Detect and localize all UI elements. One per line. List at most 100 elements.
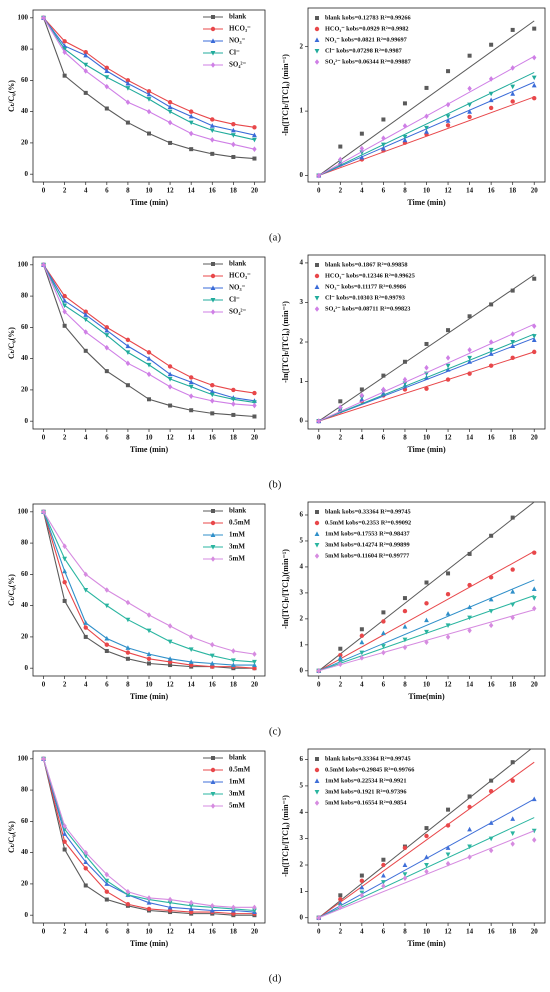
- marker: [209, 123, 215, 128]
- marker: [210, 151, 215, 156]
- marker: [62, 323, 67, 328]
- x-tick-label: 14: [188, 187, 196, 195]
- marker: [209, 660, 215, 666]
- legend-label: 1mM kobs=0.17553 R²=0.98437: [325, 530, 410, 537]
- marker: [146, 91, 152, 97]
- x-tick-label: 10: [423, 434, 431, 442]
- y-tick-label: 60: [21, 570, 29, 578]
- marker: [488, 596, 494, 602]
- marker: [83, 620, 89, 625]
- marker: [83, 625, 88, 630]
- marker: [62, 831, 68, 836]
- marker: [314, 800, 320, 806]
- marker: [337, 655, 343, 660]
- marker: [209, 128, 215, 133]
- marker: [445, 118, 451, 123]
- marker: [252, 659, 257, 665]
- marker: [210, 779, 216, 784]
- y-tick-label: 6: [300, 511, 304, 519]
- marker: [146, 108, 152, 115]
- marker: [230, 133, 236, 138]
- marker: [252, 904, 257, 911]
- marker: [314, 531, 320, 536]
- marker: [532, 96, 537, 101]
- marker: [510, 84, 516, 90]
- x-tick-label: 14: [466, 187, 474, 195]
- marker: [510, 288, 515, 293]
- series-line: [43, 264, 255, 402]
- x-axis-label: Time (min): [407, 939, 446, 948]
- fit-line: [318, 761, 535, 919]
- marker: [62, 556, 68, 562]
- y-axis-label: Cₜ/C₀(%): [7, 80, 16, 112]
- y-tick-label: 60: [21, 323, 29, 331]
- marker: [188, 120, 194, 126]
- marker: [210, 383, 215, 388]
- legend-label: 3mM kobs=0.1921 R²=0.97396: [325, 788, 406, 795]
- marker: [445, 634, 451, 640]
- marker: [445, 355, 451, 361]
- legend-label: 0.5mM kobs=0.2353 R²=0.99092: [325, 519, 411, 526]
- y-tick-label: 80: [21, 45, 29, 53]
- marker: [41, 756, 46, 762]
- y-tick-label: 0: [25, 417, 29, 425]
- marker: [125, 902, 131, 907]
- marker: [210, 38, 216, 43]
- marker: [62, 303, 68, 309]
- marker: [188, 903, 194, 909]
- y-axis-label: -ln([TC]ₜ/[TC]₀) (min⁻¹): [281, 301, 290, 383]
- marker: [359, 655, 365, 661]
- y-tick-label: 0: [25, 664, 29, 672]
- marker: [104, 642, 110, 647]
- marker: [252, 132, 257, 138]
- y-tick-label: 1: [300, 640, 304, 648]
- legend-label: 1mM kobs=0.22534 R²=0.9921: [325, 777, 406, 784]
- y-tick-label: 6: [300, 755, 304, 763]
- x-tick-label: 14: [466, 681, 474, 689]
- fit-line: [318, 550, 535, 672]
- y-tick-label: 20: [21, 139, 29, 147]
- y-tick-label: 5: [300, 537, 304, 545]
- marker: [488, 97, 494, 103]
- marker: [359, 873, 364, 878]
- marker: [83, 309, 88, 314]
- marker: [167, 364, 173, 369]
- marker: [510, 355, 515, 361]
- y-tick-label: 80: [21, 292, 29, 300]
- x-tick-label: 0: [42, 928, 46, 936]
- marker: [210, 556, 216, 562]
- marker: [83, 90, 88, 95]
- fit-line: [318, 749, 532, 919]
- x-tick-label: 20: [531, 681, 539, 689]
- marker: [83, 52, 89, 58]
- marker: [62, 39, 67, 44]
- marker: [252, 390, 257, 396]
- series-line: [43, 264, 255, 403]
- marker: [510, 831, 516, 836]
- x-tick-label: 8: [126, 187, 130, 195]
- x-tick-label: 2: [63, 681, 67, 689]
- y-tick-label: 3: [300, 298, 304, 306]
- chart: 0 2 4 6 8 10 12 14 16 18 20 0 20 40 60 80 100 Time (min) C…: [7, 750, 266, 948]
- y-tick-label: 20: [21, 386, 29, 394]
- marker: [210, 903, 215, 909]
- y-tick-label: 40: [21, 601, 29, 609]
- marker: [83, 329, 88, 335]
- marker: [338, 156, 343, 163]
- marker: [338, 897, 343, 902]
- legend-label: 3mM: [229, 543, 245, 551]
- marker: [125, 383, 130, 388]
- marker: [104, 878, 110, 884]
- marker: [188, 662, 194, 668]
- marker: [210, 520, 216, 526]
- marker: [125, 656, 130, 661]
- marker: [424, 601, 429, 606]
- x-tick-label: 14: [188, 434, 196, 442]
- marker: [147, 661, 151, 666]
- marker: [104, 327, 110, 333]
- x-tick-label: 0: [317, 928, 321, 936]
- legend-label: 3mM: [229, 790, 245, 798]
- marker: [359, 650, 365, 656]
- marker: [467, 627, 472, 634]
- marker: [488, 836, 494, 842]
